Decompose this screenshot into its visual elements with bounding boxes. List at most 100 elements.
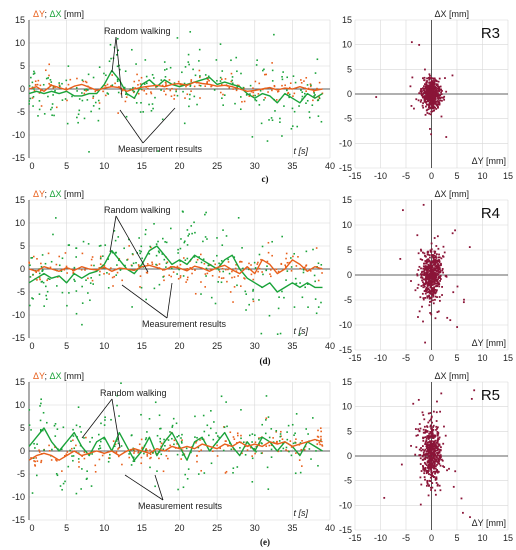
measurement-point — [98, 267, 101, 269]
measurement-point — [42, 281, 45, 284]
measurement-point — [78, 109, 81, 112]
measurement-point — [186, 244, 189, 246]
measurement-point — [85, 478, 88, 480]
measurement-point — [85, 88, 88, 90]
measurement-point — [236, 466, 239, 468]
scatter-point — [427, 274, 430, 276]
scatter-point — [423, 290, 426, 292]
scatter-point — [415, 446, 418, 449]
x-tick-label: 35 — [287, 161, 297, 171]
scatter-point — [429, 282, 432, 285]
scatter-point — [437, 310, 440, 313]
measurement-point — [180, 440, 183, 443]
scatter-point — [470, 397, 473, 400]
measurement-point — [66, 451, 69, 453]
scatter-point — [441, 89, 443, 92]
scatter-point — [425, 445, 428, 448]
scatter-point — [431, 284, 433, 286]
scatter-point — [429, 451, 432, 454]
measurement-point — [99, 244, 102, 247]
scatter-point — [419, 296, 422, 299]
scatter-point — [435, 253, 438, 256]
measurement-point — [90, 264, 93, 267]
measurement-point — [59, 485, 62, 487]
scatter-point — [426, 108, 429, 111]
measurement-point — [197, 473, 200, 475]
measurement-point — [231, 76, 234, 78]
measurement-point — [166, 261, 169, 264]
measurement-point — [129, 88, 132, 90]
measurement-point — [236, 70, 238, 73]
measurement-point — [206, 82, 208, 84]
scatter-point — [420, 483, 423, 486]
x-tick-label: 35 — [287, 341, 297, 351]
scatter-point — [430, 313, 433, 316]
measurement-point — [40, 402, 42, 405]
measurement-point — [290, 270, 293, 272]
measurement-point — [117, 455, 120, 458]
measurement-point — [52, 94, 54, 96]
scatter-point — [422, 278, 425, 281]
random-walk-line — [28, 69, 323, 104]
scatter-point — [441, 268, 444, 270]
measurement-point — [145, 437, 148, 439]
measurement-point — [110, 418, 112, 421]
measurement-point — [175, 422, 178, 425]
receiver-label: R3 — [481, 25, 500, 42]
scatter-point — [438, 266, 440, 268]
scatter-point — [430, 254, 433, 256]
measurement-point — [29, 276, 32, 278]
measurement-point — [267, 416, 270, 418]
scatter-point — [431, 448, 434, 451]
measurement-point — [32, 105, 34, 107]
scatter-point — [424, 456, 427, 459]
scatter-point — [427, 89, 430, 92]
measurement-point — [221, 70, 224, 72]
scatter-point — [428, 105, 431, 108]
measurement-point — [193, 85, 196, 88]
measurement-point — [163, 438, 165, 441]
scatter-point — [437, 86, 440, 89]
scatter-point — [438, 436, 441, 439]
measurement-point — [43, 449, 45, 451]
x-tick-label: -10 — [374, 353, 387, 363]
measurement-point — [170, 227, 172, 230]
measurement-point — [90, 485, 93, 487]
scatter-point — [436, 454, 439, 457]
measurement-point — [235, 89, 238, 92]
measurement-point — [204, 236, 207, 238]
x-axis-label: t [s] — [293, 146, 308, 156]
measurement-point — [286, 431, 288, 433]
scatter-point — [428, 272, 431, 275]
scatter-point — [432, 280, 435, 283]
measurement-point — [196, 103, 198, 106]
scatter-point — [428, 93, 431, 96]
measurement-point — [161, 253, 164, 255]
measurement-point — [182, 90, 184, 93]
legend-dx: ΔX — [49, 371, 61, 381]
scatter-point — [468, 246, 471, 248]
x-tick-label: 15 — [503, 533, 513, 543]
scatter-point — [435, 447, 438, 449]
measurement-point — [33, 89, 36, 92]
measurement-point — [267, 488, 270, 490]
measurement-point — [147, 87, 149, 90]
y-tick-label: 10 — [342, 40, 352, 50]
measurement-point — [290, 127, 293, 130]
measurement-point — [172, 271, 175, 273]
measurement-point — [288, 93, 291, 96]
measurement-point — [101, 454, 104, 457]
measurement-point — [230, 72, 233, 75]
x-tick-label: -15 — [348, 171, 361, 181]
scatter-point — [439, 448, 442, 451]
receiver-label: R5 — [481, 387, 500, 404]
measurement-point — [140, 413, 142, 416]
measurement-point — [169, 444, 171, 447]
measurement-point — [75, 492, 78, 495]
scatter-point — [375, 96, 378, 98]
measurement-point — [275, 430, 278, 432]
measurement-point — [73, 278, 75, 281]
measurement-point — [155, 263, 157, 266]
measurement-point — [200, 449, 202, 451]
